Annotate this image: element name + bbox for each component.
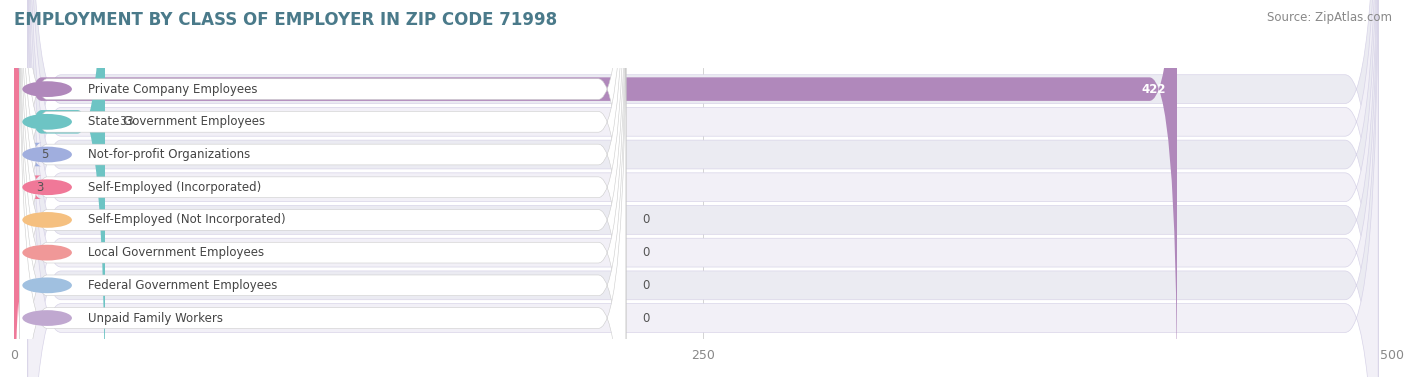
FancyBboxPatch shape [28, 0, 1378, 377]
FancyBboxPatch shape [20, 0, 626, 377]
Text: State Government Employees: State Government Employees [89, 115, 266, 128]
Text: Private Company Employees: Private Company Employees [89, 83, 257, 96]
Text: 3: 3 [37, 181, 44, 194]
Text: 0: 0 [643, 246, 650, 259]
Text: Source: ZipAtlas.com: Source: ZipAtlas.com [1267, 11, 1392, 24]
Text: 0: 0 [643, 213, 650, 227]
Ellipse shape [22, 179, 72, 195]
Ellipse shape [22, 245, 72, 261]
FancyBboxPatch shape [28, 0, 1378, 377]
Ellipse shape [22, 81, 72, 97]
FancyBboxPatch shape [28, 0, 1378, 377]
Text: 0: 0 [643, 311, 650, 325]
FancyBboxPatch shape [20, 0, 626, 377]
Text: Self-Employed (Incorporated): Self-Employed (Incorporated) [89, 181, 262, 194]
FancyBboxPatch shape [28, 0, 1378, 377]
Ellipse shape [22, 277, 72, 293]
FancyBboxPatch shape [20, 2, 626, 377]
FancyBboxPatch shape [20, 0, 626, 377]
FancyBboxPatch shape [0, 0, 42, 377]
Ellipse shape [22, 310, 72, 326]
FancyBboxPatch shape [28, 0, 1378, 377]
FancyBboxPatch shape [0, 0, 42, 377]
FancyBboxPatch shape [20, 0, 626, 377]
FancyBboxPatch shape [28, 0, 1378, 377]
FancyBboxPatch shape [28, 0, 1378, 377]
Text: Local Government Employees: Local Government Employees [89, 246, 264, 259]
Ellipse shape [22, 147, 72, 162]
Text: 0: 0 [643, 279, 650, 292]
Text: Unpaid Family Workers: Unpaid Family Workers [89, 311, 224, 325]
FancyBboxPatch shape [14, 0, 105, 377]
Ellipse shape [22, 212, 72, 228]
Text: Federal Government Employees: Federal Government Employees [89, 279, 278, 292]
Text: Self-Employed (Not Incorporated): Self-Employed (Not Incorporated) [89, 213, 285, 227]
FancyBboxPatch shape [20, 0, 626, 377]
Text: 5: 5 [42, 148, 49, 161]
FancyBboxPatch shape [14, 0, 1177, 377]
Ellipse shape [22, 114, 72, 130]
FancyBboxPatch shape [20, 0, 626, 377]
FancyBboxPatch shape [28, 0, 1378, 377]
Text: Not-for-profit Organizations: Not-for-profit Organizations [89, 148, 250, 161]
Text: 33: 33 [118, 115, 134, 128]
FancyBboxPatch shape [20, 0, 626, 377]
Text: 422: 422 [1142, 83, 1166, 96]
Text: EMPLOYMENT BY CLASS OF EMPLOYER IN ZIP CODE 71998: EMPLOYMENT BY CLASS OF EMPLOYER IN ZIP C… [14, 11, 557, 29]
